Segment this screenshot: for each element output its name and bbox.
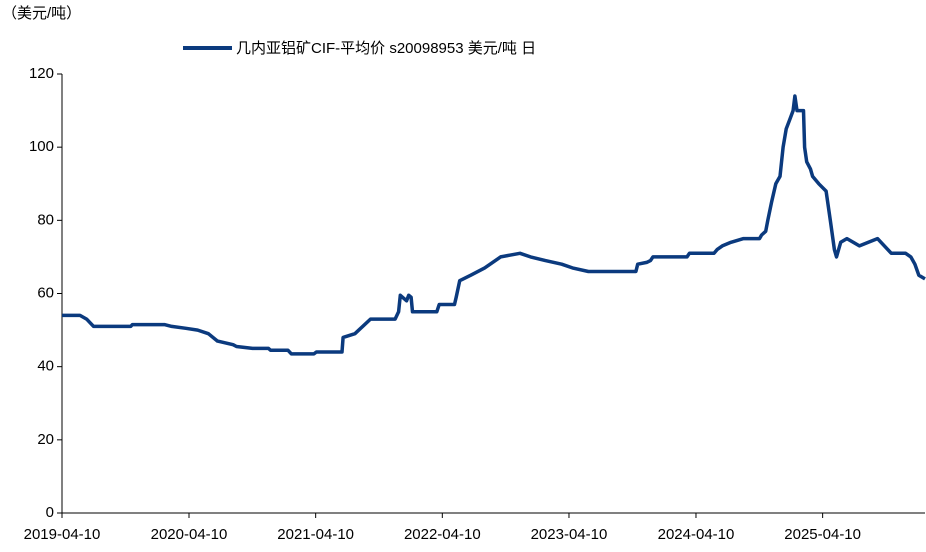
y-tick-label: 80 — [37, 211, 54, 228]
legend-label: 几内亚铝矿CIF-平均价 s20098953 美元/吨 日 — [236, 40, 536, 57]
x-tick-label: 2023-04-10 — [531, 526, 608, 543]
y-tick-label: 20 — [37, 431, 54, 448]
line — [62, 94, 926, 356]
y-tick-label: 100 — [29, 138, 54, 155]
x-tick-label: 2019-04-10 — [24, 526, 101, 543]
x-tick-label: 2021-04-10 — [277, 526, 354, 543]
x-tick-label: 2024-04-10 — [658, 526, 735, 543]
y-tick-label: 0 — [46, 504, 54, 521]
y-tick-label: 60 — [37, 284, 54, 301]
x-tick-label: 2020-04-10 — [151, 526, 228, 543]
x-tick-label: 2025-04-10 — [784, 526, 861, 543]
unit-label: （美元/吨） — [2, 5, 81, 22]
x-tick-label: 2022-04-10 — [404, 526, 481, 543]
y-tick-label: 40 — [37, 358, 54, 375]
y-tick-label: 120 — [29, 65, 54, 82]
